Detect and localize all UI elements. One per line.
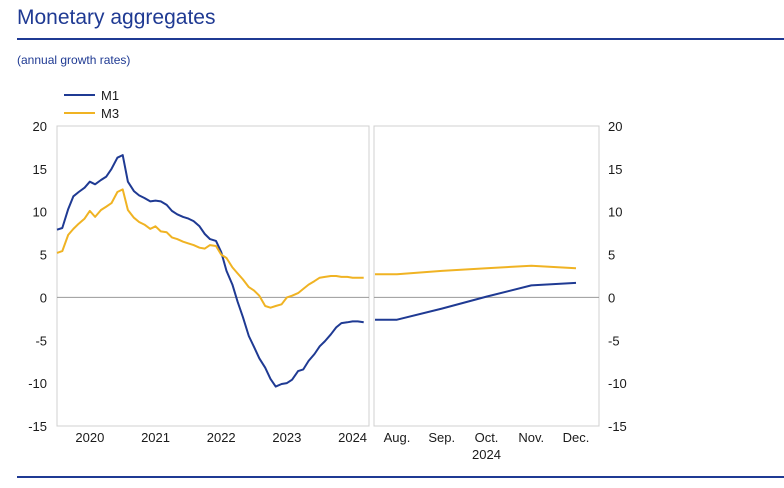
left-panel-frame bbox=[56, 125, 370, 427]
y-tick-label-right: 10 bbox=[608, 205, 622, 220]
series-line-m1-right bbox=[375, 281, 577, 321]
y-tick-label-left: 0 bbox=[40, 290, 47, 305]
x-tick-label-month: Oct. bbox=[475, 430, 499, 445]
x-tick-label-year: 2022 bbox=[207, 430, 236, 445]
x-tick-label-year: 2024 bbox=[338, 430, 367, 445]
y-tick-label-left: -15 bbox=[28, 419, 47, 434]
x-tick-label-month: Dec. bbox=[563, 430, 590, 445]
y-tick-label-right: 5 bbox=[608, 248, 615, 263]
title-rule bbox=[17, 38, 784, 40]
x-tick-label-month: Sep. bbox=[428, 430, 455, 445]
y-tick-label-left: 15 bbox=[33, 162, 47, 177]
legend-label-m1: M1 bbox=[101, 88, 119, 103]
y-tick-label-right: 0 bbox=[608, 290, 615, 305]
x-tick-label-month: Aug. bbox=[384, 430, 411, 445]
chart-subtitle: (annual growth rates) bbox=[17, 53, 131, 67]
y-tick-label-left: -10 bbox=[28, 376, 47, 391]
right-panel-frame bbox=[373, 125, 600, 427]
y-tick-label-left: -5 bbox=[35, 333, 47, 348]
series-line-m3-left bbox=[56, 188, 364, 309]
y-tick-label-right: -5 bbox=[608, 333, 620, 348]
y-tick-label-right: 20 bbox=[608, 119, 622, 134]
y-tick-label-right: -15 bbox=[608, 419, 627, 434]
series-line-m3-right bbox=[375, 264, 577, 276]
x-tick-label-month: Nov. bbox=[518, 430, 544, 445]
x-axis-year-label: 2024 bbox=[472, 447, 501, 462]
x-tick-label-year: 2023 bbox=[272, 430, 301, 445]
y-tick-label-right: -10 bbox=[608, 376, 627, 391]
y-tick-label-right: 15 bbox=[608, 162, 622, 177]
series-line-m1-left bbox=[56, 154, 364, 388]
x-tick-label-year: 2021 bbox=[141, 430, 170, 445]
y-tick-label-left: 5 bbox=[40, 248, 47, 263]
legend: M1 M3 bbox=[64, 88, 119, 121]
y-tick-label-left: 10 bbox=[33, 205, 47, 220]
chart-title: Monetary aggregates bbox=[17, 6, 216, 29]
y-tick-label-left: 20 bbox=[33, 119, 47, 134]
x-tick-label-year: 2020 bbox=[75, 430, 104, 445]
legend-label-m3: M3 bbox=[101, 106, 119, 121]
bottom-rule bbox=[17, 476, 784, 478]
